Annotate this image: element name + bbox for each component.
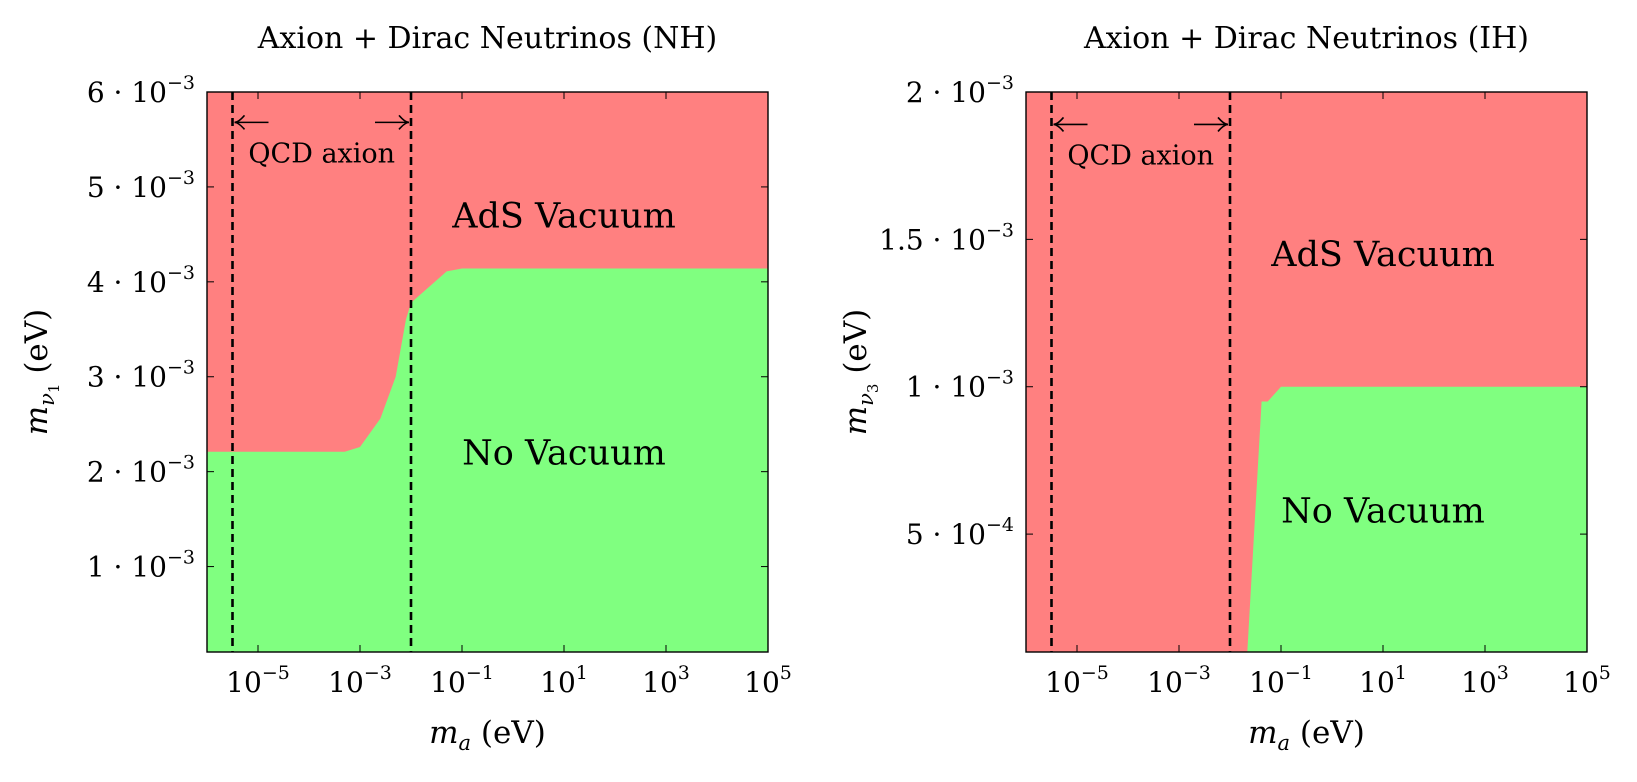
y-axis-label: mν3 (eV) <box>838 309 882 436</box>
region-label-no-vacuum: No Vacuum <box>462 434 666 474</box>
region-label-ads-vacuum: AdS Vacuum <box>451 196 676 236</box>
qcd-arrow-right-head <box>1217 116 1229 132</box>
y-axis-label: mν1 (eV) <box>19 309 63 436</box>
x-tick-label: 10−5 <box>1045 662 1109 699</box>
y-tick-label: 3 · 10−3 <box>87 357 195 394</box>
panel-nh: 10−5 10−3 10−1 101 103 105 1 · 10−3 2 · 10−3 3 ·… <box>19 21 792 755</box>
x-tick-label: 103 <box>642 662 690 699</box>
panel-ih: 10−5 10−3 10−1 101 103 105 5 · 10−4 1 · 10−3 1.5… <box>838 21 1611 755</box>
qcd-axion-label: QCD axion <box>1067 140 1214 171</box>
y-tick-label: 1 · 10−3 <box>87 547 195 584</box>
region-label-ads-vacuum: AdS Vacuum <box>1270 235 1495 275</box>
plot-frame <box>206 91 769 653</box>
chart-title: Axion + Dirac Neutrinos (NH) <box>257 21 717 56</box>
y-tick-label: 4 · 10−3 <box>87 262 195 299</box>
plot-area <box>1026 92 1587 652</box>
x-tick-label: 105 <box>744 662 792 699</box>
x-tick-label: 10−1 <box>1249 662 1313 699</box>
plot-frame <box>1025 91 1588 653</box>
y-tick-label: 2 · 10−3 <box>87 452 195 489</box>
y-tick-label: 1 · 10−3 <box>906 367 1014 404</box>
plot-area <box>207 92 768 652</box>
qcd-arrow-left-head <box>234 114 246 130</box>
x-tick-label: 10−1 <box>430 662 494 699</box>
x-axis-label: ma (eV) <box>1248 715 1365 755</box>
region-no-vacuum <box>1247 386 1587 652</box>
qcd-arrow-right-head <box>398 114 410 130</box>
x-tick-label: 101 <box>540 662 588 699</box>
x-tick-label: 10−5 <box>226 662 290 699</box>
qcd-arrow-left-head <box>1053 116 1065 132</box>
qcd-axion-label: QCD axion <box>248 138 395 169</box>
x-tick-label: 101 <box>1359 662 1407 699</box>
y-tick-label: 5 · 10−4 <box>906 514 1014 551</box>
y-tick-label: 5 · 10−3 <box>87 167 195 204</box>
y-tick-label: 2 · 10−3 <box>906 72 1014 109</box>
y-tick-label: 6 · 10−3 <box>87 72 195 109</box>
x-tick-label: 10−3 <box>1147 662 1211 699</box>
region-label-no-vacuum: No Vacuum <box>1281 492 1485 532</box>
x-tick-label: 103 <box>1461 662 1509 699</box>
x-axis-label: ma (eV) <box>429 715 546 755</box>
x-tick-label: 10−3 <box>328 662 392 699</box>
x-tick-label: 105 <box>1563 662 1611 699</box>
region-no-vacuum <box>207 268 768 652</box>
y-tick-label: 1.5 · 10−3 <box>879 219 1014 256</box>
chart-title: Axion + Dirac Neutrinos (IH) <box>1083 21 1529 56</box>
